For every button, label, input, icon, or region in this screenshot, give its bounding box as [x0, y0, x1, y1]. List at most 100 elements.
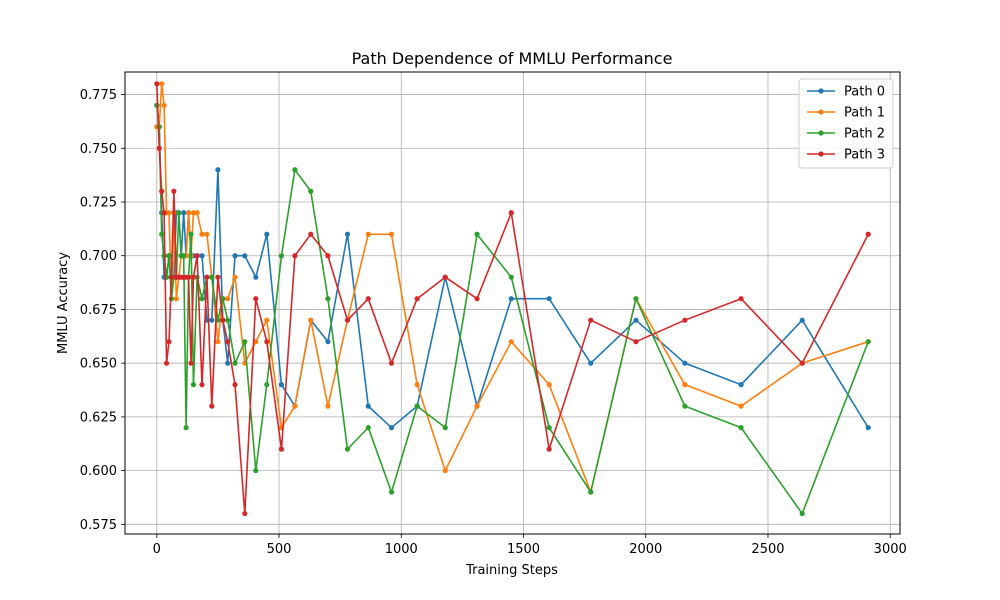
data-point — [365, 425, 371, 431]
y-tick-label: 0.750 — [80, 142, 117, 157]
data-point — [546, 446, 552, 452]
data-point — [344, 317, 351, 323]
data-point — [232, 382, 238, 388]
y-tick-label: 0.725 — [80, 196, 117, 211]
data-point — [633, 339, 639, 345]
y-tick-label: 0.625 — [80, 410, 117, 425]
data-point — [474, 403, 480, 409]
data-point — [215, 339, 221, 345]
data-point — [264, 382, 270, 388]
y-tick-label: 0.600 — [80, 464, 117, 479]
data-point — [253, 274, 259, 280]
data-point — [161, 210, 167, 216]
data-point — [414, 382, 420, 388]
data-point — [546, 382, 552, 388]
y-tick-label: 0.775 — [80, 88, 117, 103]
data-point — [738, 382, 744, 388]
data-point — [633, 296, 639, 302]
data-point — [414, 403, 420, 409]
data-point — [253, 339, 259, 345]
legend-marker — [818, 109, 824, 115]
y-tick-label: 0.575 — [80, 518, 117, 533]
data-point — [344, 446, 351, 452]
legend-label: Path 3 — [844, 148, 885, 163]
data-point — [682, 382, 688, 388]
legend: Path 0 Path 1 Path 2 Path 3 — [798, 78, 894, 169]
data-point — [365, 231, 371, 237]
legend-marker — [818, 151, 824, 157]
y-tick-label: 0.650 — [80, 357, 117, 372]
legend-box — [798, 78, 894, 169]
legend-item: Path 2 — [807, 127, 885, 142]
data-point — [225, 317, 231, 323]
data-point — [442, 468, 448, 474]
data-point — [225, 360, 231, 366]
legend-item: Path 3 — [807, 148, 885, 163]
data-point — [365, 296, 371, 302]
data-point — [292, 253, 298, 259]
legend-label: Path 1 — [844, 106, 885, 121]
axes: 0 500 1000 1500 2000 2500 3000 0.575 0.600 0.625 0… — [80, 88, 907, 557]
data-point — [215, 274, 221, 280]
data-point — [546, 425, 552, 431]
data-point — [199, 231, 205, 237]
data-point — [682, 403, 688, 409]
data-point — [388, 489, 395, 495]
data-point — [190, 210, 197, 216]
data-point — [388, 425, 395, 431]
data-point — [154, 81, 160, 87]
data-point — [166, 253, 172, 259]
data-point — [865, 425, 871, 431]
data-point — [161, 102, 167, 108]
data-point — [204, 231, 210, 237]
data-point — [185, 274, 192, 280]
data-point — [209, 403, 215, 409]
data-point — [199, 382, 205, 388]
data-point — [474, 296, 480, 302]
series-path-3 — [154, 81, 871, 517]
data-point — [156, 145, 162, 151]
data-point — [365, 403, 371, 409]
data-point — [325, 253, 331, 259]
data-point — [181, 253, 187, 259]
data-point — [225, 296, 231, 302]
data-point — [181, 210, 187, 216]
data-point — [188, 360, 194, 366]
data-point — [242, 253, 248, 259]
data-point — [264, 317, 270, 323]
data-point — [325, 296, 331, 302]
data-point — [194, 253, 200, 259]
x-tick-label: 1500 — [507, 542, 540, 557]
legend-item: Path 1 — [807, 106, 885, 121]
plot-frame — [124, 71, 901, 535]
data-point — [292, 403, 298, 409]
data-point — [159, 231, 165, 237]
data-point — [278, 446, 285, 452]
data-point — [242, 339, 248, 345]
data-point — [588, 317, 594, 323]
data-point — [163, 360, 170, 366]
data-point — [799, 317, 805, 323]
data-point — [344, 231, 351, 237]
y-axis-label: MMLU Accuracy — [56, 252, 71, 354]
data-point — [414, 296, 420, 302]
data-point — [225, 339, 231, 345]
data-point — [588, 360, 594, 366]
data-point — [194, 210, 200, 216]
grid-lines — [125, 72, 900, 534]
data-point — [190, 382, 197, 388]
data-point — [546, 296, 552, 302]
data-point — [188, 231, 194, 237]
data-point — [168, 274, 175, 280]
data-point — [242, 510, 248, 517]
data-point — [308, 231, 314, 237]
data-point — [264, 339, 270, 345]
data-point — [220, 317, 226, 323]
y-tick-label: 0.675 — [80, 303, 117, 318]
data-point — [171, 188, 177, 194]
x-tick-label: 0 — [153, 542, 161, 557]
data-point — [474, 231, 480, 237]
data-point — [865, 339, 871, 345]
data-point — [682, 360, 688, 366]
data-point — [199, 253, 205, 259]
